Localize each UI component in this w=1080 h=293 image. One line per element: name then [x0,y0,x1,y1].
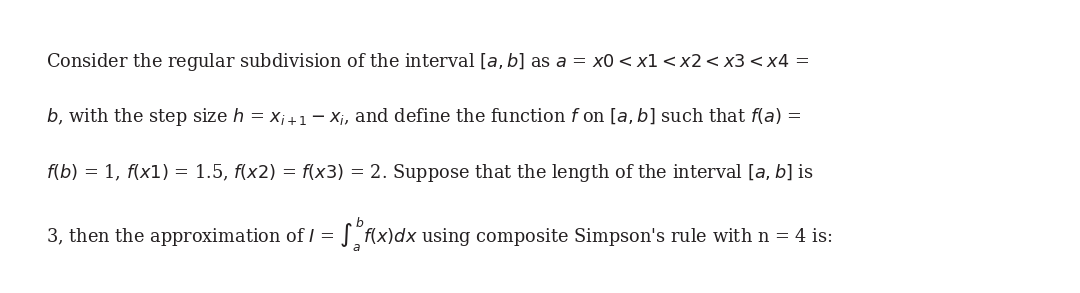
Text: $f(b)$ = 1, $f(x1)$ = 1.5, $f(x2)$ = $f(x3)$ = 2. Suppose that the length of the: $f(b)$ = 1, $f(x1)$ = 1.5, $f(x2)$ = $f(… [46,162,814,184]
Text: Consider the regular subdivision of the interval $[a, b]$ as $a$ = $x0 < x1 < x2: Consider the regular subdivision of the … [46,50,810,73]
Text: 3, then the approximation of $I$ = $\int_a^b f(x)dx$ using composite Simpson's r: 3, then the approximation of $I$ = $\int… [46,215,833,253]
Text: $b$, with the step size $h$ = $x_{i+1} - x_i$, and define the function $f$ on $[: $b$, with the step size $h$ = $x_{i+1} -… [46,106,802,128]
